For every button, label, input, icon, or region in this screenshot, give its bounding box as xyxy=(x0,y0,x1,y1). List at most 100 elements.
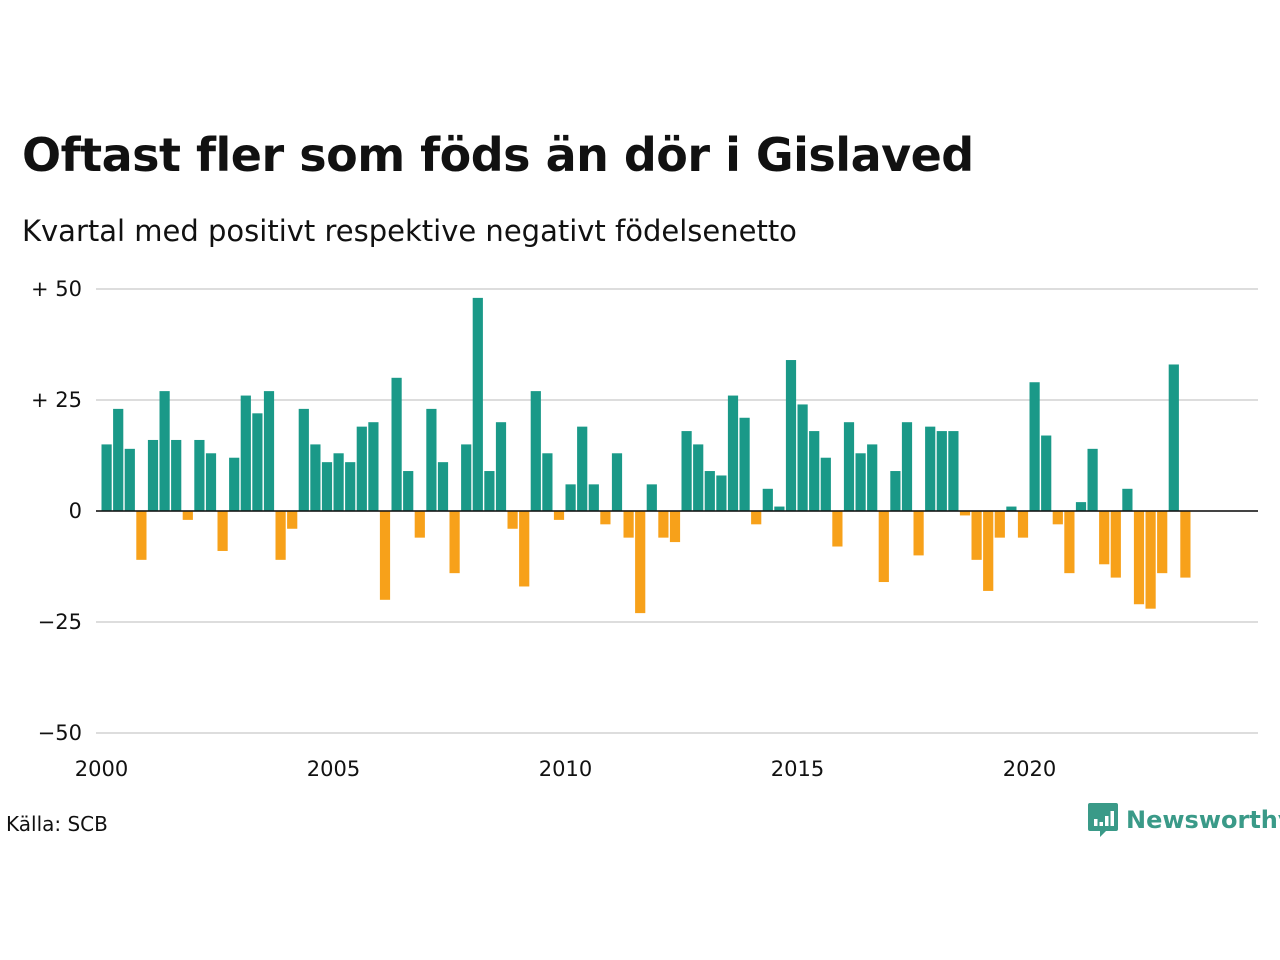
bar xyxy=(426,408,437,511)
y-axis-labels: + 50 + 25 0 −25 −50 xyxy=(31,277,82,745)
bar xyxy=(727,395,739,511)
brand-name: Newsworthy xyxy=(1126,806,1280,834)
x-tick-label: 2010 xyxy=(539,757,592,781)
bar xyxy=(832,511,843,547)
bar xyxy=(1180,511,1191,578)
bar xyxy=(252,413,263,511)
bar xyxy=(774,506,785,511)
bar xyxy=(925,426,936,511)
y-tick-label: −50 xyxy=(38,721,82,745)
bar xyxy=(368,422,379,511)
bar xyxy=(507,511,518,529)
bar xyxy=(472,297,483,511)
bar xyxy=(635,511,646,614)
bar xyxy=(600,511,611,525)
bar xyxy=(519,511,530,587)
bar xyxy=(716,475,727,511)
bar xyxy=(1145,511,1156,609)
bar xyxy=(797,404,808,511)
bar xyxy=(275,511,286,560)
bar xyxy=(403,471,414,511)
bar xyxy=(878,511,889,583)
y-tick-label: −25 xyxy=(38,610,82,634)
bar xyxy=(205,453,217,511)
bar xyxy=(577,426,588,511)
bar xyxy=(1006,506,1017,511)
bar xyxy=(542,453,553,511)
bar xyxy=(1099,511,1110,565)
bar xyxy=(1064,511,1075,574)
y-tick-label: 0 xyxy=(69,499,82,523)
page-title: Oftast fler som föds än dör i Gislaved xyxy=(22,128,974,182)
bar xyxy=(890,471,901,511)
bar xyxy=(994,511,1005,538)
bars xyxy=(101,297,1191,614)
bar xyxy=(1052,511,1063,525)
bar xyxy=(356,426,367,511)
bar xyxy=(1041,435,1052,511)
bar xyxy=(971,511,982,560)
bar xyxy=(1122,488,1133,511)
bar xyxy=(159,391,170,511)
bar xyxy=(391,377,402,511)
bar xyxy=(461,444,472,511)
bar xyxy=(913,511,924,556)
bar xyxy=(484,471,495,511)
bar xyxy=(229,457,240,511)
bar xyxy=(113,408,124,511)
bar xyxy=(449,511,460,574)
bar xyxy=(1087,448,1098,511)
bar xyxy=(785,360,797,511)
x-axis-labels: 2000 2005 2010 2015 2020 xyxy=(75,757,1056,781)
source-note: Källa: SCB xyxy=(6,812,108,836)
bar xyxy=(669,511,681,543)
y-tick-label: + 25 xyxy=(31,388,82,412)
bar xyxy=(739,417,750,511)
bar xyxy=(101,444,112,511)
x-tick-label: 2015 xyxy=(771,757,824,781)
bar xyxy=(611,453,623,511)
bar xyxy=(495,422,507,511)
bar xyxy=(1168,364,1179,511)
bar xyxy=(1157,511,1168,574)
bar xyxy=(310,444,321,511)
bar xyxy=(623,511,634,538)
bar xyxy=(565,484,576,511)
x-tick-label: 2020 xyxy=(1003,757,1056,781)
bar xyxy=(530,391,541,511)
bar xyxy=(658,511,669,538)
bar xyxy=(182,511,193,520)
bar xyxy=(124,448,135,511)
x-tick-label: 2005 xyxy=(307,757,360,781)
y-tick-label: + 50 xyxy=(31,277,82,301)
bar xyxy=(948,431,959,511)
bar xyxy=(983,511,994,591)
bar xyxy=(333,453,344,511)
bar xyxy=(298,408,309,511)
brand-logo: Newsworthy xyxy=(1088,803,1280,837)
bar xyxy=(1029,382,1040,511)
bar xyxy=(1075,502,1087,511)
bar xyxy=(379,511,391,600)
bar xyxy=(693,444,704,511)
bar xyxy=(263,391,275,511)
bar xyxy=(1110,511,1121,578)
newsworthy-logo-icon xyxy=(1088,803,1118,837)
bar xyxy=(681,431,692,511)
bar xyxy=(901,422,913,511)
bar xyxy=(240,395,251,511)
bar xyxy=(646,484,657,511)
bar xyxy=(704,471,715,511)
bar xyxy=(959,511,971,516)
bar xyxy=(867,444,878,511)
bar xyxy=(1017,511,1029,538)
bar xyxy=(843,422,855,511)
bar xyxy=(437,462,449,511)
bar xyxy=(809,431,820,511)
bar xyxy=(855,453,866,511)
bar xyxy=(136,511,147,560)
bar xyxy=(553,511,565,520)
x-tick-label: 2000 xyxy=(75,757,128,781)
bar xyxy=(287,511,298,529)
